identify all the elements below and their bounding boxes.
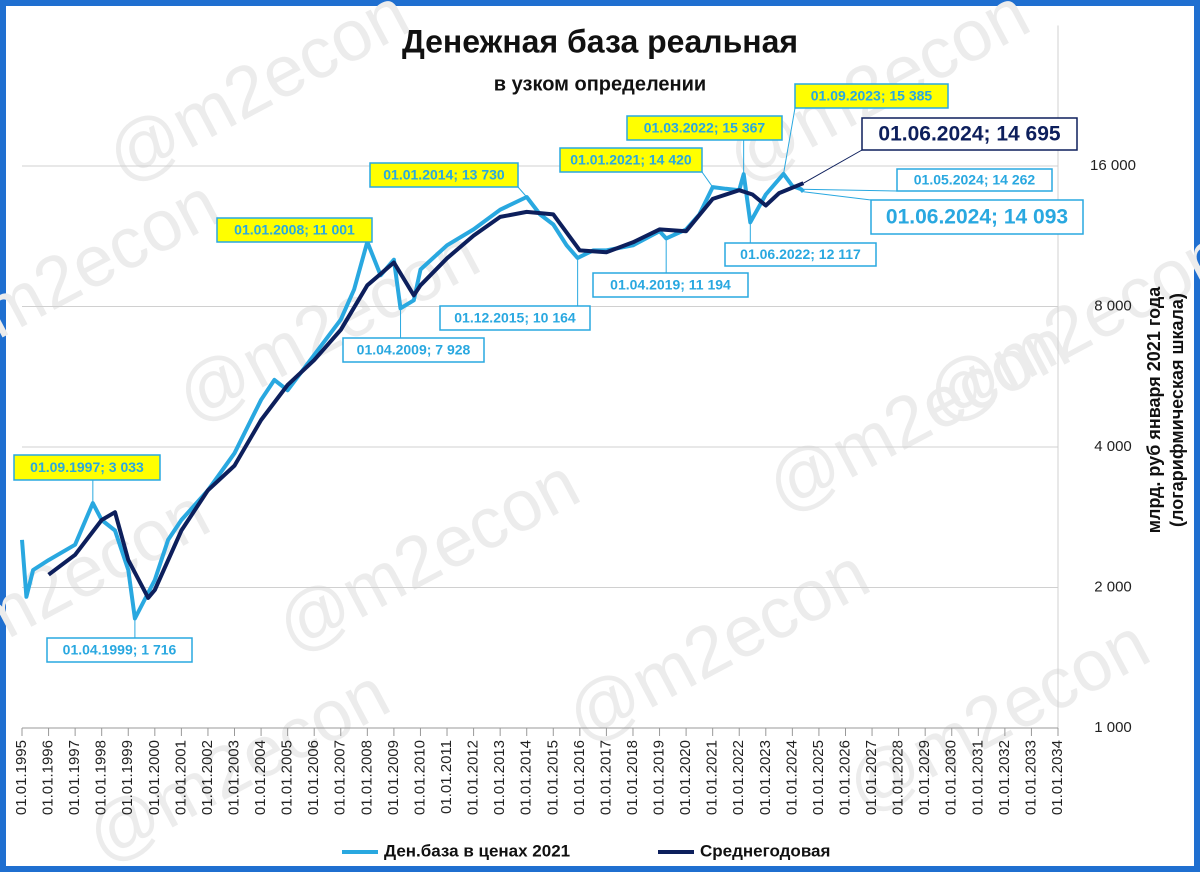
x-tick-label: 01.01.2005 [279, 740, 296, 815]
x-tick-label: 01.01.2030 [943, 740, 960, 815]
y-tick-label: 2 000 [1094, 578, 1132, 595]
x-tick-label: 01.01.2007 [332, 740, 349, 815]
x-tick-label: 01.01.2008 [358, 740, 375, 815]
x-tick-label: 01.01.2021 [704, 740, 721, 815]
x-tick-label: 01.01.1998 [93, 740, 110, 815]
annotation-label: 01.09.1997; 3 033 [30, 459, 144, 475]
series-line [20, 171, 805, 621]
x-tick-label: 01.01.2012 [465, 740, 482, 815]
annotation-label: 01.06.2024; 14 695 [878, 123, 1060, 146]
x-tick-label: 01.01.2017 [597, 740, 614, 815]
x-tick-label: 01.01.2010 [411, 740, 428, 815]
legend-label: Среднегодовая [700, 841, 830, 860]
x-tick-label: 01.01.1996 [40, 740, 57, 815]
x-tick-label: 01.01.2002 [199, 740, 216, 815]
annotation-label: 01.04.2009; 7 928 [357, 342, 471, 358]
y-axis-label: млрд. руб января 2021 года [1144, 286, 1164, 534]
x-tick-label: 01.01.2022 [730, 740, 747, 815]
x-tick-label: 01.01.2023 [757, 740, 774, 815]
y-axis-label: (логарифмическая шкала) [1167, 293, 1187, 527]
annotation-leader [783, 107, 796, 175]
x-tick-label: 01.01.2034 [1049, 740, 1066, 815]
x-tick-label: 01.01.2029 [916, 740, 933, 815]
x-tick-label: 01.01.1999 [119, 740, 136, 815]
series-line [47, 181, 805, 600]
annotation-label: 01.01.2014; 13 730 [383, 167, 505, 183]
x-tick-label: 01.01.2009 [385, 740, 402, 815]
y-tick-label: 4 000 [1094, 438, 1132, 455]
annotation-label: 01.12.2015; 10 164 [454, 310, 576, 326]
chart-title: Денежная база реальная [402, 23, 798, 59]
x-tick-label: 01.01.2024 [783, 740, 800, 815]
annotation-leader [701, 171, 714, 188]
annotation-box [870, 199, 1084, 235]
annotation-label: 01.04.1999; 1 716 [63, 642, 177, 658]
x-tick-label: 01.01.2000 [146, 740, 163, 815]
y-tick-label: 16 000 [1090, 157, 1136, 174]
annotation-box [369, 162, 519, 188]
annotation-label: 01.01.2008; 11 001 [234, 222, 355, 238]
annotation-box [896, 168, 1053, 192]
annotation-box [216, 217, 373, 243]
x-tick-label: 01.01.2001 [172, 740, 189, 815]
x-tick-label: 01.01.2033 [1022, 740, 1039, 815]
x-tick-label: 01.01.2003 [225, 740, 242, 815]
x-tick-label: 01.01.2027 [863, 740, 880, 815]
annotation-leader [803, 191, 872, 201]
x-tick-label: 01.01.2011 [438, 740, 455, 814]
x-tick-label: 01.01.2013 [491, 740, 508, 815]
y-tick-label: 8 000 [1094, 297, 1132, 314]
annotation-box [439, 305, 591, 331]
x-tick-label: 01.01.2004 [252, 740, 269, 815]
annotation-box [559, 147, 703, 173]
annotation-label: 01.05.2024; 14 262 [914, 172, 1036, 188]
annotation-label: 01.01.2021; 14 420 [570, 152, 692, 168]
x-tick-label: 01.01.2014 [518, 740, 535, 815]
annotation-label: 01.09.2023; 15 385 [811, 88, 933, 104]
annotation-label: 01.06.2022; 12 117 [740, 246, 861, 262]
x-tick-label: 01.01.1995 [13, 740, 30, 815]
annotation-leader [801, 188, 898, 192]
annotation-box [626, 115, 783, 141]
x-tick-label: 01.01.2025 [810, 740, 827, 815]
legend-label: Ден.база в ценах 2021 [384, 841, 570, 860]
x-tick-label: 01.01.2031 [969, 740, 986, 815]
x-tick-label: 01.01.2016 [571, 740, 588, 815]
annotation-leader [803, 149, 863, 184]
annotation-box [46, 637, 193, 663]
annotation-leader [517, 186, 528, 198]
annotation-box [13, 454, 161, 481]
annotation-box [724, 242, 877, 267]
x-tick-label: 01.01.2028 [890, 740, 907, 815]
chart-subtitle: в узком определении [494, 73, 706, 95]
y-tick-label: 1 000 [1094, 719, 1132, 736]
annotation-box [592, 272, 749, 298]
annotation-label: 01.06.2024; 14 093 [886, 206, 1068, 229]
x-tick-label: 01.01.2015 [544, 740, 561, 815]
x-tick-label: 01.01.2006 [305, 740, 322, 815]
annotation-label: 01.04.2019; 11 194 [610, 277, 731, 293]
annotation-box [794, 83, 949, 109]
annotation-box [342, 337, 485, 363]
x-tick-label: 01.01.2032 [996, 740, 1013, 815]
annotation-box [861, 117, 1078, 151]
x-tick-label: 01.01.1997 [66, 740, 83, 815]
x-tick-label: 01.01.2019 [651, 740, 668, 815]
annotation-label: 01.03.2022; 15 367 [644, 120, 766, 136]
x-tick-label: 01.01.2026 [836, 740, 853, 815]
x-tick-label: 01.01.2020 [677, 740, 694, 815]
x-tick-label: 01.01.2018 [624, 740, 641, 815]
